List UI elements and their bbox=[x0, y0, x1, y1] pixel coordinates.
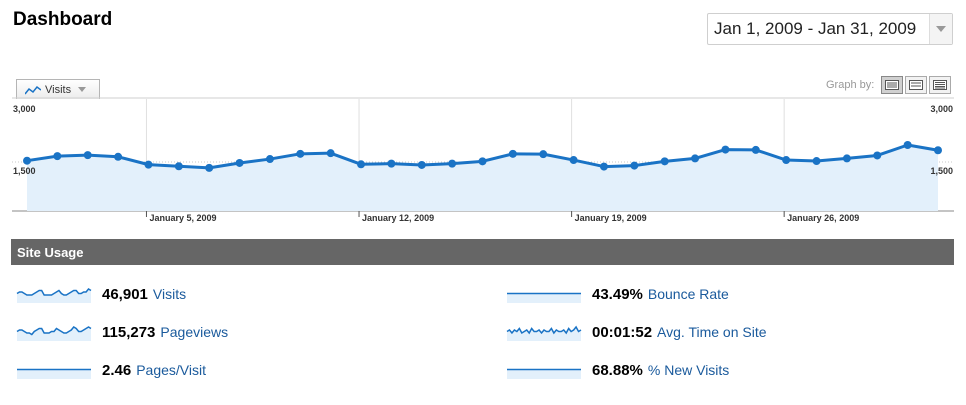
y-tick-label-right: 1,500 bbox=[930, 166, 953, 176]
metric-row: 00:01:52 Avg. Time on Site bbox=[506, 321, 767, 343]
data-point[interactable] bbox=[296, 149, 305, 158]
metric-link[interactable]: Pages/Visit bbox=[136, 362, 206, 378]
list-view-icon bbox=[933, 80, 947, 90]
list-view-icon bbox=[885, 80, 899, 90]
visits-over-time-chart: 3,000 1,500 3,000 1,500 January 5, 2009 Janua… bbox=[12, 97, 954, 223]
sparkline-chart bbox=[16, 288, 92, 303]
chevron-down-icon[interactable] bbox=[929, 14, 952, 44]
data-point[interactable] bbox=[660, 157, 669, 166]
date-range-text: Jan 1, 2009 - Jan 31, 2009 bbox=[714, 19, 917, 38]
sparkline-chart bbox=[507, 368, 581, 379]
graph-by-label: Graph by: bbox=[826, 79, 875, 91]
data-point[interactable] bbox=[23, 156, 31, 165]
data-point[interactable] bbox=[873, 151, 882, 160]
data-point[interactable] bbox=[721, 145, 730, 154]
data-point[interactable] bbox=[53, 152, 62, 161]
sparkline-fill bbox=[507, 369, 581, 379]
metric-value: 2.46 bbox=[102, 361, 132, 379]
data-point[interactable] bbox=[83, 151, 92, 160]
data-point[interactable] bbox=[508, 149, 517, 158]
y-tick-label-right: 3,000 bbox=[930, 104, 953, 114]
data-point[interactable] bbox=[842, 154, 851, 163]
month-view-button[interactable] bbox=[929, 76, 951, 94]
metric-selector-tab[interactable]: Visits bbox=[16, 79, 100, 99]
sparkline-line bbox=[506, 325, 582, 335]
data-point[interactable] bbox=[751, 145, 760, 154]
sparkline-fill bbox=[507, 293, 581, 303]
x-tick-label: January 12, 2009 bbox=[362, 213, 434, 223]
sparkline-chart bbox=[506, 325, 582, 341]
data-point[interactable] bbox=[782, 156, 791, 165]
data-point[interactable] bbox=[144, 160, 153, 169]
week-view-button[interactable] bbox=[905, 76, 927, 94]
data-point[interactable] bbox=[934, 146, 942, 155]
date-range-picker[interactable]: Jan 1, 2009 - Jan 31, 2009 bbox=[707, 13, 953, 45]
sparkline-line bbox=[16, 288, 92, 296]
sparkline-fill bbox=[17, 327, 91, 341]
metric-link[interactable]: Bounce Rate bbox=[647, 286, 729, 302]
metric-link[interactable]: Avg. Time on Site bbox=[657, 324, 767, 340]
data-point[interactable] bbox=[539, 150, 548, 159]
sparkline-fill bbox=[507, 327, 581, 341]
metric-link[interactable]: Pageviews bbox=[160, 324, 229, 340]
data-point[interactable] bbox=[265, 155, 274, 164]
metric-row: 2.46 Pages/Visit bbox=[16, 359, 206, 381]
metric-row: 43.49% Bounce Rate bbox=[506, 283, 729, 305]
data-point[interactable] bbox=[114, 152, 123, 161]
metric-link[interactable]: Visits bbox=[152, 286, 187, 302]
y-tick-label: 1,500 bbox=[13, 166, 36, 176]
x-tick-label: January 26, 2009 bbox=[787, 213, 859, 223]
sparkline-chart bbox=[507, 292, 581, 303]
data-point[interactable] bbox=[599, 162, 608, 171]
data-point[interactable] bbox=[812, 157, 821, 166]
metric-row: 68.88%% New Visits bbox=[506, 359, 729, 381]
data-point[interactable] bbox=[569, 156, 578, 165]
metric-link[interactable]: % New Visits bbox=[647, 362, 730, 378]
line-chart-icon bbox=[25, 85, 41, 94]
data-point[interactable] bbox=[630, 161, 639, 170]
metric-row: 46,901 Visits bbox=[16, 283, 186, 305]
metric-row: 115,273 Pageviews bbox=[16, 321, 228, 343]
x-tick-label: January 19, 2009 bbox=[575, 213, 647, 223]
data-point[interactable] bbox=[205, 163, 214, 172]
sparkline-chart bbox=[16, 326, 92, 341]
x-tick-label: January 5, 2009 bbox=[149, 213, 216, 223]
metric-value: 46,901 bbox=[102, 285, 148, 303]
metric-value: 00:01:52 bbox=[592, 323, 653, 341]
sparkline-chart bbox=[17, 368, 91, 379]
data-point[interactable] bbox=[326, 149, 335, 158]
data-point[interactable] bbox=[903, 141, 912, 150]
data-point[interactable] bbox=[448, 159, 457, 168]
data-point[interactable] bbox=[174, 162, 183, 171]
data-point[interactable] bbox=[235, 158, 244, 167]
metric-value: 68.88% bbox=[592, 361, 643, 379]
metric-value: 43.49% bbox=[592, 285, 643, 303]
data-point[interactable] bbox=[387, 159, 396, 168]
day-view-button[interactable] bbox=[881, 76, 903, 94]
sparkline-fill bbox=[17, 369, 91, 379]
area-fill bbox=[27, 145, 938, 211]
site-usage-header: Site Usage bbox=[11, 239, 954, 265]
caret-down-icon bbox=[78, 87, 87, 92]
y-tick-label: 3,000 bbox=[13, 104, 36, 114]
data-point[interactable] bbox=[357, 160, 366, 169]
list-view-icon bbox=[909, 80, 923, 90]
data-point[interactable] bbox=[478, 157, 487, 166]
data-point[interactable] bbox=[691, 154, 700, 163]
sparkline-line bbox=[16, 326, 92, 336]
sparkline-fill bbox=[17, 289, 91, 303]
data-point[interactable] bbox=[417, 160, 426, 169]
metric-value: 115,273 bbox=[102, 323, 156, 341]
metric-selector-label: Visits bbox=[45, 83, 72, 96]
page-title: Dashboard bbox=[13, 9, 113, 30]
